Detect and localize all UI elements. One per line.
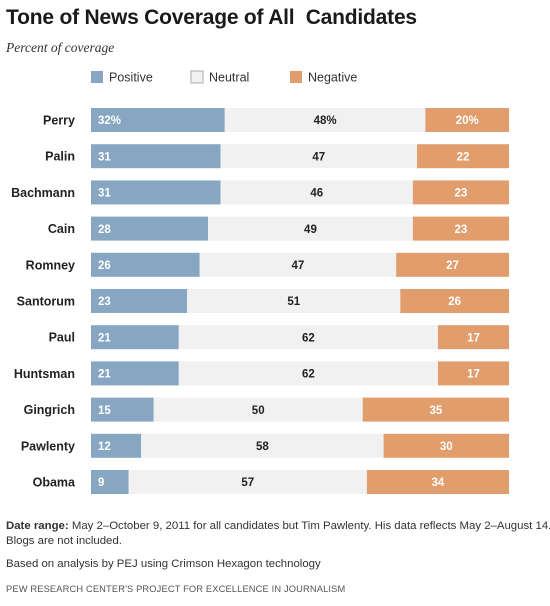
- data-label-negative: 23: [455, 188, 468, 200]
- bar-positive: [91, 252, 200, 277]
- data-label-positive: 31: [98, 188, 111, 200]
- data-label-positive: 15: [98, 405, 111, 417]
- date-range-text: May 2–October 9, 2011 for all candidates…: [68, 520, 550, 532]
- chart-subtitle: Percent of coverage: [6, 40, 115, 55]
- bar-neutral: [224, 108, 426, 132]
- data-label-neutral: 47: [312, 151, 325, 163]
- data-label-neutral: 50: [252, 405, 265, 417]
- legend-label-neutral: Neutral: [209, 71, 249, 85]
- data-label-negative: 35: [429, 405, 442, 417]
- bar-positive: [91, 144, 221, 169]
- bar-negative: [362, 397, 509, 422]
- legend-swatch-neutral: [190, 70, 204, 84]
- legend-label-positive: Positive: [109, 71, 153, 85]
- category-label: Obama: [33, 476, 76, 490]
- data-label-neutral: 48%: [314, 115, 337, 127]
- bar-negative: [400, 289, 509, 313]
- data-label-negative: 20%: [456, 115, 479, 127]
- category-label: Cain: [48, 222, 75, 236]
- bar-neutral: [178, 325, 438, 350]
- bar-neutral: [208, 216, 413, 241]
- bar-neutral: [220, 144, 418, 169]
- data-label-positive: 26: [98, 260, 111, 272]
- chart-title: Tone of News Coverage of All Candidates: [6, 6, 417, 29]
- bar-negative: [437, 361, 509, 386]
- methodology-note: Based on analysis by PEJ using Crimson H…: [6, 558, 321, 570]
- bar-positive: [91, 433, 142, 458]
- bar-positive: [91, 397, 154, 422]
- data-label-neutral: 47: [292, 260, 305, 272]
- data-label-negative: 34: [432, 477, 445, 489]
- bar-negative: [396, 252, 509, 277]
- date-range-label: Date range:: [6, 520, 69, 532]
- data-label-neutral: 57: [241, 477, 254, 489]
- bar-positive: [91, 289, 188, 313]
- data-label-positive: 9: [98, 477, 104, 489]
- bar-neutral: [178, 361, 438, 386]
- chart-notes: Date range: May 2–October 9, 2011 for al…: [6, 519, 550, 572]
- bar-negative: [383, 433, 509, 458]
- bar-positive: [91, 470, 129, 494]
- bar-positive: [91, 216, 209, 241]
- data-label-positive: 12: [98, 441, 111, 453]
- bar-negative: [412, 180, 509, 205]
- bar-positive: [91, 108, 225, 132]
- data-label-neutral: 62: [302, 332, 315, 344]
- bar-neutral: [141, 433, 384, 458]
- data-label-neutral: 49: [304, 224, 317, 236]
- category-label: Bachmann: [11, 186, 75, 200]
- bar-negative: [437, 325, 509, 350]
- data-label-negative: 30: [440, 441, 453, 453]
- category-label: Pawlenty: [21, 439, 75, 453]
- data-label-negative: 22: [457, 151, 470, 163]
- bar-negative: [412, 216, 509, 241]
- data-label-negative: 17: [467, 369, 480, 381]
- data-label-negative: 27: [446, 260, 459, 272]
- bar-neutral: [187, 289, 401, 313]
- data-label-neutral: 62: [302, 369, 315, 381]
- data-label-positive: 21: [98, 369, 111, 381]
- bar-positive: [91, 361, 179, 386]
- bar-positive: [91, 180, 221, 205]
- data-label-negative: 17: [467, 332, 480, 344]
- category-label: Santorum: [17, 295, 75, 309]
- bar-negative: [417, 144, 509, 169]
- category-label: Paul: [49, 331, 75, 345]
- data-label-positive: 31: [98, 151, 111, 163]
- data-label-negative: 23: [455, 224, 468, 236]
- bar-negative: [425, 108, 509, 132]
- category-label: Palin: [45, 150, 75, 164]
- category-label: Huntsman: [14, 367, 75, 381]
- legend-swatch-negative: [290, 71, 302, 83]
- category-label: Gingrich: [24, 403, 75, 417]
- data-label-positive: 23: [98, 296, 111, 308]
- bar-neutral: [128, 470, 367, 494]
- bar-neutral: [153, 397, 363, 422]
- bar-neutral: [199, 252, 397, 277]
- source-credit: PEW RESEARCH CENTER'S PROJECT FOR EXCELL…: [6, 584, 346, 594]
- legend-label-negative: Negative: [308, 71, 357, 85]
- data-label-positive: 21: [98, 332, 111, 344]
- data-label-negative: 26: [448, 296, 461, 308]
- bar-neutral: [220, 180, 413, 205]
- data-label-positive: 28: [98, 224, 111, 236]
- stacked-bar-chart: Positive Neutral Negative Perry 32% 48% 20% Pal…: [11, 70, 509, 494]
- category-label: Romney: [26, 258, 75, 272]
- date-range-note: Date range: May 2–October 9, 2011 for al…: [6, 519, 550, 534]
- legend-swatch-positive: [91, 71, 103, 83]
- bar-positive: [91, 325, 179, 350]
- data-label-neutral: 46: [310, 188, 323, 200]
- data-label-neutral: 51: [287, 296, 300, 308]
- blogs-note: Blogs are not included.: [6, 534, 122, 547]
- bar-negative: [366, 470, 509, 494]
- data-label-positive: 32%: [98, 115, 121, 127]
- category-label: Perry: [43, 114, 75, 128]
- data-label-neutral: 58: [256, 441, 269, 453]
